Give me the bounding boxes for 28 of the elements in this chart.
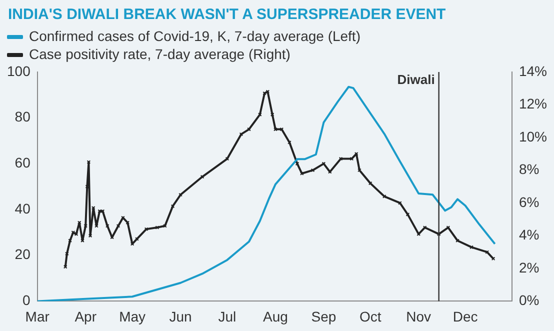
x-tick-label: Aug: [262, 308, 288, 324]
y-tick-label: 40: [14, 200, 31, 216]
y-tick-label: 20: [14, 246, 31, 262]
y2-tick-label: 0%: [518, 292, 540, 308]
x-tick-label: Oct: [359, 308, 382, 324]
y2-tick-label: 2%: [518, 259, 540, 276]
x-tick-label: Jun: [169, 308, 192, 324]
y2-tick-label: 14%: [518, 62, 548, 79]
y2-tick-label: 10%: [518, 128, 548, 144]
y-tick-label: 80: [14, 108, 31, 125]
x-tick-label: Apr: [74, 308, 97, 324]
y-tick-label: 0: [22, 292, 31, 308]
y2-tick-label: 6%: [518, 194, 540, 210]
x-tick-label: May: [119, 308, 146, 324]
y-tick-label: 60: [14, 154, 31, 171]
ref-line-label: Diwali: [397, 72, 435, 88]
legend-label: Confirmed cases of Covid-19, K, 7-day average (Left): [29, 28, 360, 44]
y2-tick-label: 8%: [518, 161, 540, 178]
x-tick-label: Nov: [406, 308, 432, 324]
x-tick-label: Mar: [25, 308, 50, 324]
x-tick-label: Jul: [218, 308, 236, 324]
x-tick-label: Sep: [311, 308, 336, 324]
y2-tick-label: 12%: [518, 96, 548, 112]
legend-label: Case positivity rate, 7-day average (Right): [29, 46, 290, 62]
chart-title: INDIA'S DIWALI BREAK WASN'T A SUPERSPREADER EVENT: [8, 6, 446, 23]
x-tick-label: Dec: [452, 308, 478, 324]
y2-tick-label: 4%: [518, 226, 540, 243]
y-tick-label: 100: [7, 62, 31, 79]
